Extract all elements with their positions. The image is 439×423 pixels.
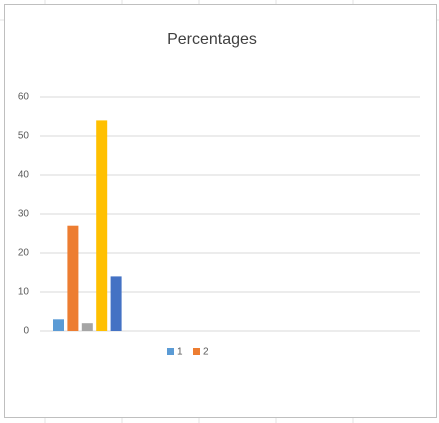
y-tick-label: 50 [18, 131, 30, 142]
y-tick-label: 0 [23, 326, 29, 337]
y-tick-label: 20 [18, 248, 30, 259]
bar [53, 319, 64, 331]
bar [110, 276, 122, 331]
bar [67, 225, 79, 331]
legend-swatch [167, 348, 174, 355]
chart-area [4, 4, 437, 418]
y-tick-label: 40 [18, 170, 30, 181]
legend-label: 1 [177, 347, 183, 358]
legend-swatch [193, 348, 200, 355]
y-tick-label: 60 [18, 92, 30, 103]
bar [96, 120, 108, 332]
chart-title: Percentages [167, 31, 257, 48]
y-tick-label: 10 [18, 287, 30, 298]
legend-label: 2 [203, 347, 209, 358]
bar [81, 323, 93, 331]
y-tick-label: 30 [18, 209, 30, 220]
